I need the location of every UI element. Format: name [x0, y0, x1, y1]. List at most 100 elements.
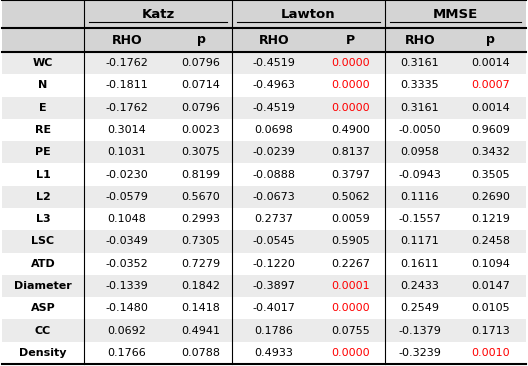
Text: 0.4900: 0.4900 [331, 125, 370, 135]
Text: -0.1379: -0.1379 [399, 326, 441, 336]
Text: 0.1766: 0.1766 [108, 348, 146, 358]
Text: -0.0943: -0.0943 [399, 169, 441, 180]
Bar [2, 320, 526, 342]
Text: 0.3161: 0.3161 [401, 103, 439, 113]
Text: 0.7305: 0.7305 [182, 236, 220, 246]
Text: 0.0796: 0.0796 [182, 103, 220, 113]
Text: 0.7279: 0.7279 [182, 259, 221, 269]
Text: L3: L3 [36, 214, 50, 224]
Text: MMSE: MMSE [433, 7, 478, 20]
Text: 0.5670: 0.5670 [182, 192, 220, 202]
Text: P: P [346, 34, 355, 46]
Text: 0.1094: 0.1094 [471, 259, 510, 269]
Text: 0.1171: 0.1171 [401, 236, 439, 246]
Text: -0.1220: -0.1220 [252, 259, 296, 269]
Text: 0.2993: 0.2993 [182, 214, 221, 224]
Text: 0.1116: 0.1116 [401, 192, 439, 202]
Text: 0.0014: 0.0014 [471, 58, 510, 68]
Text: -0.0050: -0.0050 [399, 125, 441, 135]
Text: 0.0007: 0.0007 [471, 81, 510, 90]
Bar [2, 52, 526, 74]
Text: -0.4519: -0.4519 [252, 58, 296, 68]
Text: 0.3335: 0.3335 [401, 81, 439, 90]
Text: 0.2549: 0.2549 [401, 303, 439, 313]
Text: -0.1339: -0.1339 [106, 281, 148, 291]
Text: 0.0000: 0.0000 [331, 348, 370, 358]
Text: 0.0698: 0.0698 [254, 125, 294, 135]
Bar [2, 97, 526, 119]
Text: 0.0755: 0.0755 [331, 326, 370, 336]
Text: p: p [486, 34, 495, 46]
Text: -0.3897: -0.3897 [252, 281, 296, 291]
Text: -0.1811: -0.1811 [106, 81, 148, 90]
Text: 0.0000: 0.0000 [331, 58, 370, 68]
Text: 0.0000: 0.0000 [331, 303, 370, 313]
Text: -0.0352: -0.0352 [106, 259, 148, 269]
Text: WC: WC [33, 58, 53, 68]
Text: -0.0349: -0.0349 [106, 236, 148, 246]
Text: -0.1480: -0.1480 [106, 303, 148, 313]
Text: 0.0714: 0.0714 [182, 81, 220, 90]
Text: L1: L1 [35, 169, 50, 180]
Text: -0.1762: -0.1762 [106, 103, 148, 113]
Text: 0.4941: 0.4941 [182, 326, 221, 336]
Text: -0.3239: -0.3239 [399, 348, 441, 358]
Text: ASP: ASP [31, 303, 55, 313]
Text: p: p [196, 34, 205, 46]
Text: 0.0796: 0.0796 [182, 58, 220, 68]
Text: 0.1611: 0.1611 [401, 259, 439, 269]
Text: RHO: RHO [112, 34, 143, 46]
Text: RE: RE [35, 125, 51, 135]
Text: -0.4963: -0.4963 [252, 81, 296, 90]
Text: -0.0545: -0.0545 [252, 236, 295, 246]
Text: 0.0147: 0.0147 [471, 281, 510, 291]
Text: ATD: ATD [31, 259, 55, 269]
Text: PE: PE [35, 147, 51, 157]
Text: 0.5905: 0.5905 [331, 236, 370, 246]
Text: 0.2737: 0.2737 [254, 214, 294, 224]
Text: -0.0579: -0.0579 [106, 192, 148, 202]
Text: -0.1762: -0.1762 [106, 58, 148, 68]
Text: 0.1031: 0.1031 [108, 147, 146, 157]
Text: -0.1557: -0.1557 [399, 214, 441, 224]
Text: 0.2267: 0.2267 [331, 259, 370, 269]
Text: -0.4519: -0.4519 [252, 103, 296, 113]
Text: -0.0230: -0.0230 [106, 169, 148, 180]
Text: 0.0059: 0.0059 [331, 214, 370, 224]
Text: -0.4017: -0.4017 [252, 303, 296, 313]
Bar [2, 230, 526, 253]
Text: 0.0692: 0.0692 [108, 326, 146, 336]
Text: -0.0888: -0.0888 [252, 169, 296, 180]
Text: Diameter: Diameter [14, 281, 72, 291]
Text: LSC: LSC [32, 236, 54, 246]
Text: 0.0958: 0.0958 [401, 147, 439, 157]
Text: 0.0014: 0.0014 [471, 103, 510, 113]
Text: N: N [39, 81, 48, 90]
Text: 0.2458: 0.2458 [471, 236, 510, 246]
Text: 0.1418: 0.1418 [182, 303, 220, 313]
Text: L2: L2 [35, 192, 50, 202]
Text: 0.2690: 0.2690 [471, 192, 510, 202]
Bar [2, 0, 526, 28]
Text: -0.0239: -0.0239 [252, 147, 296, 157]
Text: 0.8137: 0.8137 [331, 147, 370, 157]
Bar [2, 74, 526, 97]
Bar [2, 119, 526, 141]
Text: 0.0000: 0.0000 [331, 81, 370, 90]
Text: 0.5062: 0.5062 [331, 192, 370, 202]
Text: RHO: RHO [404, 34, 435, 46]
Text: 0.2433: 0.2433 [401, 281, 439, 291]
Text: 0.0788: 0.0788 [182, 348, 221, 358]
Bar [2, 342, 526, 364]
Text: 0.9609: 0.9609 [471, 125, 510, 135]
Text: 0.3161: 0.3161 [401, 58, 439, 68]
Text: 0.0105: 0.0105 [471, 303, 510, 313]
Text: 0.1048: 0.1048 [108, 214, 146, 224]
Text: 0.0000: 0.0000 [331, 103, 370, 113]
Bar [2, 164, 526, 186]
Bar [2, 28, 526, 52]
Text: Lawton: Lawton [281, 7, 336, 20]
Bar [2, 297, 526, 320]
Text: -0.0673: -0.0673 [252, 192, 295, 202]
Text: Katz: Katz [142, 7, 175, 20]
